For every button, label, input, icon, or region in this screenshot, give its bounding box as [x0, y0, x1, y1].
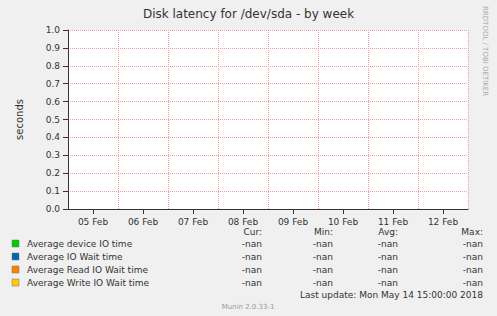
svg-text:Munin 2.0.33-1: Munin 2.0.33-1 — [222, 303, 275, 311]
svg-text:-nan: -nan — [313, 265, 333, 275]
svg-text:Average Read IO Wait time: Average Read IO Wait time — [27, 265, 148, 275]
svg-text:0.9: 0.9 — [46, 43, 61, 53]
svg-text:0.7: 0.7 — [46, 79, 60, 89]
svg-text:-nan: -nan — [313, 239, 333, 249]
svg-text:Min:: Min: — [314, 227, 333, 237]
svg-text:Last update: Mon May 14 15:00:: Last update: Mon May 14 15:00:00 2018 — [300, 290, 483, 300]
svg-text:-nan: -nan — [378, 265, 398, 275]
svg-text:11 Feb: 11 Feb — [378, 217, 409, 227]
svg-text:1.0: 1.0 — [46, 25, 61, 35]
svg-text:09 Feb: 09 Feb — [278, 217, 309, 227]
svg-text:Avg:: Avg: — [378, 227, 398, 237]
svg-text:-nan: -nan — [242, 252, 262, 262]
svg-text:10 Feb: 10 Feb — [328, 217, 359, 227]
svg-text:Max:: Max: — [461, 227, 483, 237]
svg-text:07 Feb: 07 Feb — [178, 217, 209, 227]
svg-text:12 Feb: 12 Feb — [428, 217, 459, 227]
svg-text:Average device IO time: Average device IO time — [27, 239, 133, 249]
svg-text:0.0: 0.0 — [46, 204, 61, 214]
svg-text:06 Feb: 06 Feb — [128, 217, 159, 227]
svg-text:Average IO Wait time: Average IO Wait time — [27, 252, 123, 262]
svg-text:-nan: -nan — [463, 252, 483, 262]
svg-text:0.1: 0.1 — [46, 186, 60, 196]
svg-text:0.4: 0.4 — [46, 132, 61, 142]
svg-text:-nan: -nan — [378, 252, 398, 262]
svg-text:0.3: 0.3 — [46, 150, 60, 160]
svg-text:05 Feb: 05 Feb — [78, 217, 109, 227]
svg-text:-nan: -nan — [378, 278, 398, 288]
svg-text:0.8: 0.8 — [46, 61, 61, 71]
svg-text:0.5: 0.5 — [46, 115, 60, 125]
svg-text:-nan: -nan — [463, 239, 483, 249]
svg-text:-nan: -nan — [242, 265, 262, 275]
svg-text:0.2: 0.2 — [46, 168, 60, 178]
svg-text:Disk latency for /dev/sda - by: Disk latency for /dev/sda - by week — [143, 7, 354, 21]
svg-text:0.6: 0.6 — [46, 97, 61, 107]
svg-text:-nan: -nan — [313, 252, 333, 262]
svg-text:-nan: -nan — [242, 278, 262, 288]
svg-text:-nan: -nan — [242, 239, 262, 249]
svg-text:08 Feb: 08 Feb — [228, 217, 259, 227]
svg-text:-nan: -nan — [313, 278, 333, 288]
svg-text:Cur:: Cur: — [243, 227, 262, 237]
svg-text:seconds: seconds — [14, 99, 25, 140]
svg-text:-nan: -nan — [378, 239, 398, 249]
svg-text:Average Write IO Wait time: Average Write IO Wait time — [27, 278, 150, 288]
svg-text:-nan: -nan — [463, 265, 483, 275]
svg-text:-nan: -nan — [463, 278, 483, 288]
svg-text:RRDTOOL / TOBI OETIKER: RRDTOOL / TOBI OETIKER — [481, 6, 489, 96]
